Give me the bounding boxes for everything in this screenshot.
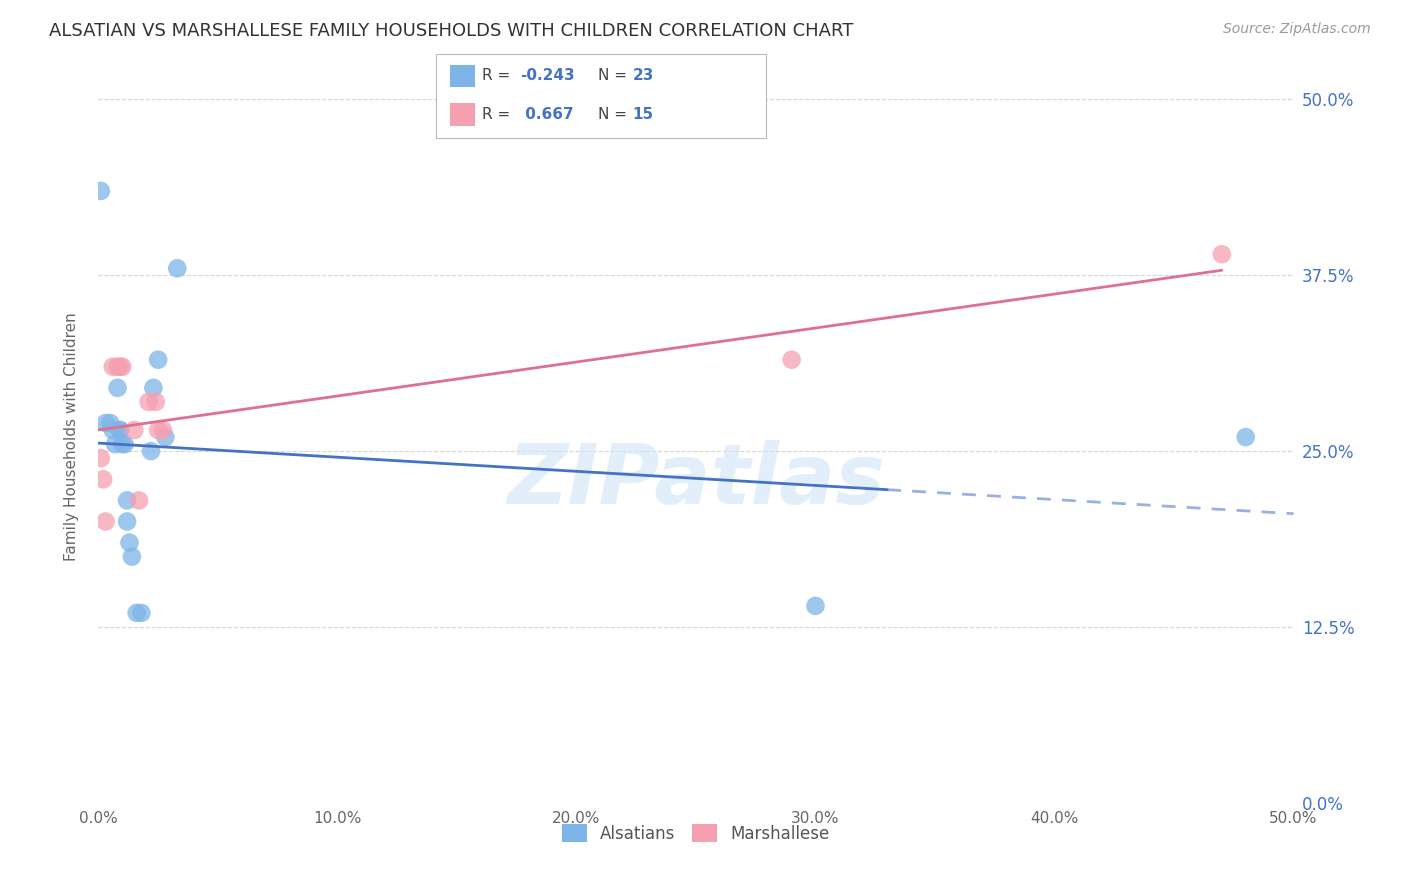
Point [128,493,150,508]
Point [124,423,146,437]
Point [107,381,129,395]
Point [145,395,167,409]
Text: R =: R = [482,69,516,83]
Point [148,352,170,367]
Point [1234,430,1257,444]
Point [91,472,114,486]
Text: ZIPatlas: ZIPatlas [508,441,884,522]
Point [166,261,188,276]
Point [114,437,136,451]
Point [118,535,141,549]
Point [111,359,134,374]
Point [148,423,170,437]
Point [115,493,138,508]
Point [104,437,127,451]
Legend: Alsatians, Marshallese: Alsatians, Marshallese [555,818,837,849]
Point [90,451,112,466]
Text: 23: 23 [633,69,654,83]
Point [121,549,143,564]
Point [131,606,153,620]
Point [111,437,134,451]
Point [804,599,827,613]
Text: R =: R = [482,107,516,121]
Point [108,423,131,437]
Point [1211,247,1233,261]
Point [780,352,803,367]
Point [152,423,174,437]
Point [139,444,162,458]
Point [115,515,138,529]
Text: 0.667: 0.667 [520,107,574,121]
Point [125,606,148,620]
Point [155,430,177,444]
Text: N =: N = [598,69,631,83]
Text: ALSATIAN VS MARSHALLESE FAMILY HOUSEHOLDS WITH CHILDREN CORRELATION CHART: ALSATIAN VS MARSHALLESE FAMILY HOUSEHOLD… [49,22,853,40]
Text: Source: ZipAtlas.com: Source: ZipAtlas.com [1223,22,1371,37]
Point [101,359,124,374]
Point [94,416,117,430]
Text: 15: 15 [633,107,654,121]
Point [108,423,131,437]
Point [101,423,124,437]
Point [98,416,122,430]
Text: -0.243: -0.243 [520,69,575,83]
Point [107,359,129,374]
Y-axis label: Family Households with Children: Family Households with Children [65,313,79,561]
Point [108,359,131,374]
Text: N =: N = [598,107,631,121]
Point [94,515,117,529]
Point [90,184,112,198]
Point [138,395,160,409]
Point [142,381,165,395]
